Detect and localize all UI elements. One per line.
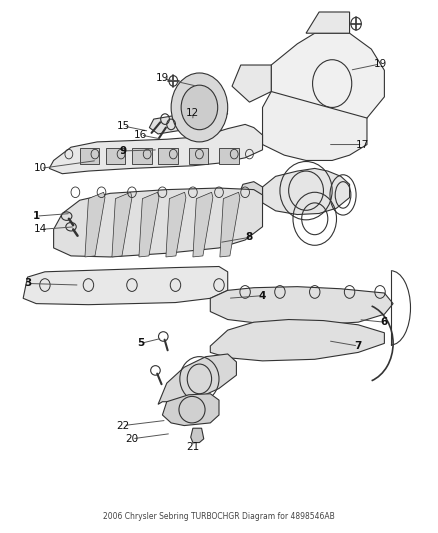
Polygon shape	[210, 319, 385, 361]
Polygon shape	[239, 182, 262, 204]
Bar	[158, 148, 178, 164]
Text: 22: 22	[117, 421, 130, 431]
Ellipse shape	[181, 85, 218, 130]
Text: 12: 12	[186, 108, 200, 118]
Polygon shape	[85, 192, 105, 257]
Bar	[132, 148, 152, 164]
Text: 21: 21	[186, 442, 200, 452]
Polygon shape	[158, 354, 237, 405]
Polygon shape	[220, 192, 240, 257]
Polygon shape	[149, 102, 228, 134]
Text: 5: 5	[137, 338, 144, 349]
Polygon shape	[53, 188, 262, 257]
Polygon shape	[262, 92, 367, 160]
Ellipse shape	[171, 73, 228, 142]
Polygon shape	[271, 33, 385, 139]
Text: 8: 8	[246, 232, 253, 243]
Bar	[80, 148, 99, 164]
Bar	[106, 148, 125, 164]
Text: 14: 14	[34, 224, 47, 235]
Text: 19: 19	[374, 59, 387, 69]
Text: 17: 17	[356, 140, 369, 150]
Polygon shape	[112, 192, 132, 257]
Polygon shape	[210, 287, 393, 325]
Bar	[188, 148, 208, 164]
Polygon shape	[49, 124, 262, 174]
Polygon shape	[166, 192, 186, 257]
Text: 15: 15	[117, 121, 130, 131]
Polygon shape	[262, 168, 350, 215]
Text: 20: 20	[125, 434, 138, 444]
Text: 10: 10	[34, 164, 47, 173]
Text: 6: 6	[381, 317, 388, 327]
Bar	[219, 148, 239, 164]
Polygon shape	[139, 192, 159, 257]
Text: 19: 19	[156, 73, 169, 83]
Text: 4: 4	[259, 290, 266, 301]
Text: 2006 Chrysler Sebring TURBOCHGR Diagram for 4898546AB: 2006 Chrysler Sebring TURBOCHGR Diagram …	[103, 512, 335, 521]
Text: 9: 9	[120, 146, 127, 156]
Text: 3: 3	[24, 278, 31, 288]
Polygon shape	[193, 192, 213, 257]
Polygon shape	[162, 394, 219, 425]
Text: 16: 16	[134, 130, 147, 140]
Polygon shape	[306, 12, 350, 33]
Polygon shape	[191, 428, 204, 442]
Text: 7: 7	[355, 341, 362, 351]
Polygon shape	[23, 266, 228, 305]
Text: 1: 1	[32, 211, 40, 221]
Polygon shape	[232, 65, 271, 102]
